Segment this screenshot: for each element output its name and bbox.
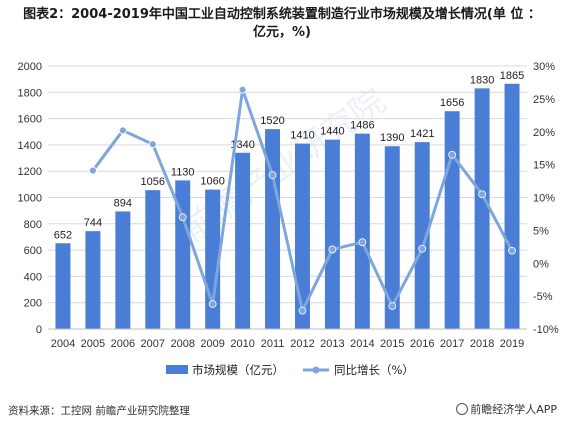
y-left-tick-label: 2000 bbox=[18, 61, 42, 73]
bar bbox=[444, 111, 460, 330]
x-tick-label: 2012 bbox=[290, 338, 314, 350]
bar-value-label: 1421 bbox=[410, 128, 434, 140]
bar-value-label: 894 bbox=[114, 197, 132, 209]
growth-point bbox=[178, 213, 187, 222]
x-tick-label: 2016 bbox=[410, 338, 434, 350]
x-tick-label: 2004 bbox=[51, 338, 75, 350]
x-tick-label: 2014 bbox=[350, 338, 374, 350]
chart-title-line2: 亿元，%) bbox=[253, 25, 311, 40]
bar bbox=[474, 88, 490, 329]
bar-value-label: 1390 bbox=[380, 132, 404, 144]
y-left-tick-label: 1600 bbox=[18, 114, 42, 126]
y-right-tick-label: -10% bbox=[533, 324, 559, 336]
bar bbox=[354, 133, 370, 329]
y-left-tick-label: 600 bbox=[24, 245, 42, 257]
y-right-tick-label: 0% bbox=[533, 258, 549, 270]
bar bbox=[504, 83, 520, 329]
growth-point bbox=[298, 306, 307, 315]
brand-label: 前瞻经济学人APP bbox=[470, 403, 557, 416]
y-left-tick-label: 1800 bbox=[18, 87, 42, 99]
bar-value-label: 1520 bbox=[260, 115, 284, 127]
x-tick-label: 2019 bbox=[500, 338, 524, 350]
y-left-tick-label: 200 bbox=[24, 298, 42, 310]
x-tick-label: 2013 bbox=[320, 338, 344, 350]
growth-point bbox=[388, 302, 397, 310]
bar-value-label: 1060 bbox=[200, 176, 224, 188]
bar-value-label: 1656 bbox=[440, 97, 464, 109]
growth-point bbox=[478, 190, 486, 199]
bar-value-label: 1486 bbox=[350, 120, 374, 132]
bar bbox=[294, 143, 310, 329]
y-right-tick-label: 30% bbox=[533, 61, 555, 73]
x-tick-label: 2018 bbox=[470, 338, 494, 350]
x-tick-label: 2006 bbox=[111, 338, 135, 350]
bar-value-label: 1410 bbox=[290, 130, 314, 142]
bar bbox=[265, 129, 281, 329]
bar bbox=[235, 152, 251, 329]
y-left-tick-label: 800 bbox=[24, 219, 42, 231]
bar-value-label: 1130 bbox=[171, 166, 195, 178]
legend-bar-label: 市场规模（亿元） bbox=[192, 363, 284, 377]
growth-point bbox=[238, 85, 247, 94]
bar-value-label: 1440 bbox=[320, 126, 344, 138]
y-left-tick-label: 0 bbox=[36, 324, 42, 336]
legend-line-marker bbox=[312, 366, 320, 374]
y-left-tick-label: 1200 bbox=[18, 166, 42, 178]
chart-svg: 前瞻产业研究院020040060080010001200140016001800… bbox=[18, 61, 559, 377]
chart-title: 图表2：2004-2019年中国工业自动控制系统装置制造行业市场规模及增长情况(… bbox=[8, 6, 556, 42]
bar bbox=[85, 231, 101, 329]
growth-point bbox=[208, 300, 217, 308]
x-tick-label: 2011 bbox=[261, 338, 285, 350]
bar-value-label: 744 bbox=[84, 217, 102, 229]
y-right-tick-label: 5% bbox=[533, 225, 549, 237]
x-tick-label: 2007 bbox=[141, 338, 165, 350]
bar bbox=[414, 142, 430, 329]
growth-point bbox=[148, 140, 157, 149]
x-tick-label: 2010 bbox=[230, 338, 254, 350]
x-tick-label: 2009 bbox=[200, 338, 224, 350]
bar bbox=[115, 211, 131, 329]
y-right-tick-label: 15% bbox=[533, 160, 555, 172]
bar-value-label: 1056 bbox=[141, 176, 165, 188]
growth-point bbox=[358, 238, 367, 247]
bar-value-label: 652 bbox=[54, 229, 72, 241]
growth-point bbox=[268, 171, 277, 180]
y-left-tick-label: 400 bbox=[24, 271, 42, 283]
y-right-tick-label: 20% bbox=[533, 127, 555, 139]
y-right-tick-label: 10% bbox=[533, 193, 555, 205]
bar bbox=[384, 146, 400, 329]
x-tick-label: 2008 bbox=[170, 338, 194, 350]
source-note: 资料来源：工控网 前瞻产业研究院整理 bbox=[8, 405, 190, 417]
bar bbox=[145, 190, 161, 329]
growth-point bbox=[418, 244, 427, 253]
legend-line-label: 同比增长（%） bbox=[334, 363, 414, 377]
growth-point bbox=[89, 166, 97, 175]
growth-point bbox=[448, 150, 457, 159]
chart-title-line1: 图表2：2004-2019年中国工业自动控制系统装置制造行业市场规模及增长情况(… bbox=[23, 7, 541, 22]
brand-logo-icon bbox=[456, 403, 469, 415]
brand-footer: 前瞻经济学人APP bbox=[456, 401, 557, 417]
growth-point bbox=[328, 245, 337, 254]
y-right-tick-label: 25% bbox=[533, 94, 555, 106]
bar-value-label: 1865 bbox=[500, 70, 524, 82]
y-left-tick-label: 1400 bbox=[18, 140, 42, 152]
x-tick-label: 2015 bbox=[380, 338, 404, 350]
x-tick-label: 2017 bbox=[440, 338, 464, 350]
x-tick-label: 2005 bbox=[81, 338, 105, 350]
y-left-tick-label: 1000 bbox=[18, 193, 42, 205]
bar-value-label: 1830 bbox=[470, 74, 494, 86]
growth-point bbox=[118, 126, 127, 135]
bar bbox=[55, 243, 71, 329]
legend-bar-swatch bbox=[166, 365, 188, 374]
growth-point bbox=[508, 246, 516, 255]
bar bbox=[324, 139, 340, 329]
y-right-tick-label: -5% bbox=[533, 291, 553, 303]
